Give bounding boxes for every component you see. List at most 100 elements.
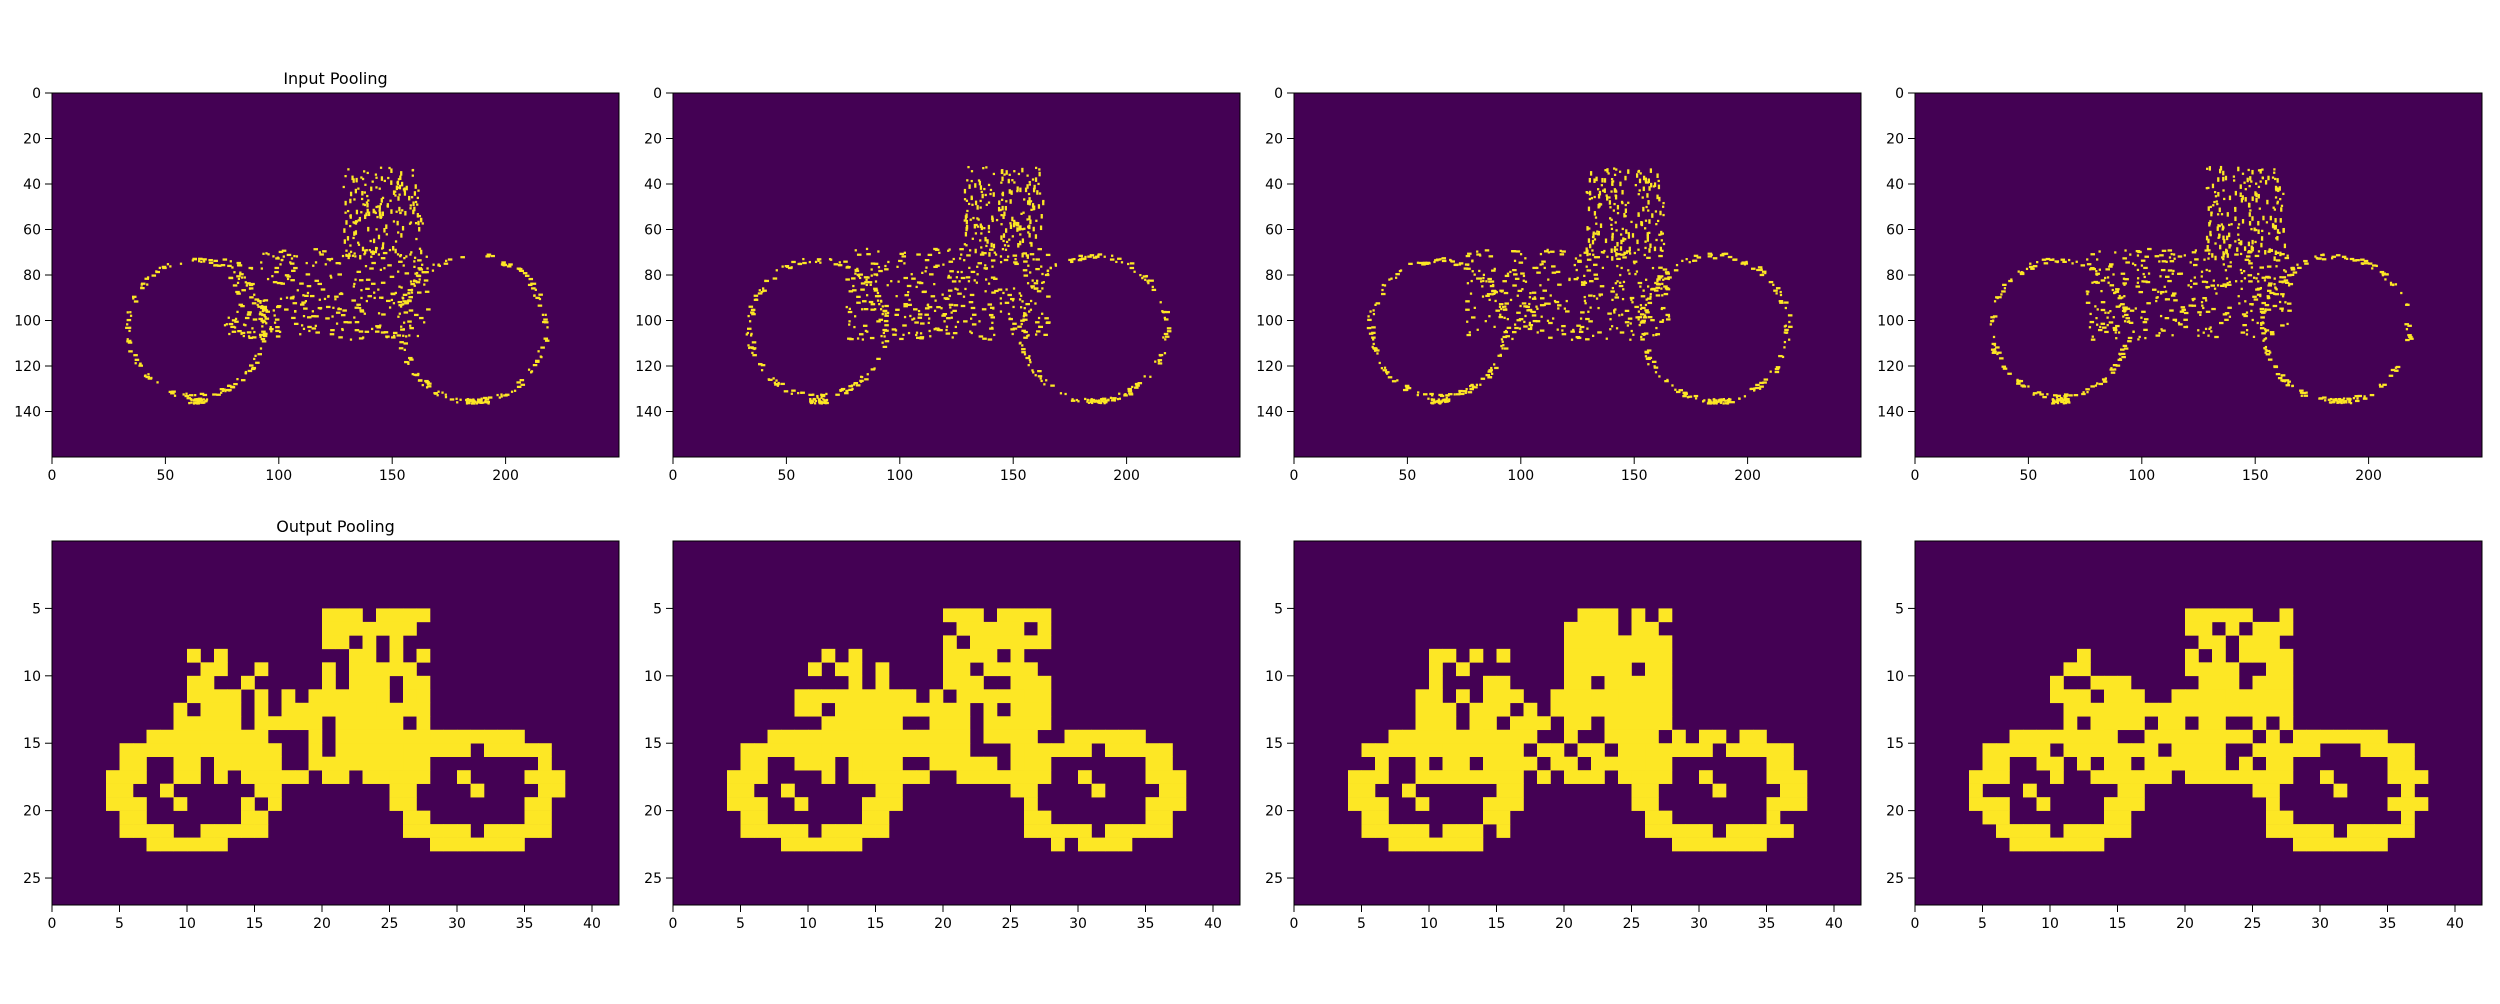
- y-tick-label: 5: [1274, 601, 1283, 617]
- heatmap-cell: [1588, 227, 1590, 229]
- heatmap-cell: [1470, 770, 1484, 784]
- heatmap-cell: [511, 838, 525, 852]
- heatmap-cell: [354, 252, 356, 254]
- heatmap-cell: [889, 757, 903, 771]
- heatmap-cell: [781, 784, 795, 798]
- heatmap-cell: [2098, 329, 2103, 331]
- heatmap-cell: [809, 401, 811, 403]
- heatmap-cell: [1620, 240, 1622, 245]
- heatmap-cell: [1472, 386, 1474, 388]
- heatmap-cell: [2210, 206, 2212, 208]
- heatmap-cell: [864, 308, 869, 310]
- heatmap-cell: [1026, 174, 1028, 176]
- heatmap-cell: [2101, 301, 2106, 303]
- x-tick-label: 15: [1488, 916, 1506, 932]
- heatmap-cell: [257, 353, 262, 355]
- y-tick-label: 100: [1877, 314, 1904, 330]
- heatmap-cell: [857, 337, 859, 339]
- heatmap-cell: [1583, 282, 1588, 284]
- heatmap-cell: [2404, 323, 2409, 325]
- heatmap-cell: [2007, 373, 2012, 375]
- heatmap-cell: [1467, 264, 1469, 266]
- heatmap-cell: [444, 824, 458, 838]
- heatmap-cell: [2251, 216, 2253, 221]
- heatmap-cell: [2275, 196, 2277, 198]
- heatmap-cell: [866, 284, 868, 286]
- heatmap-cell: [533, 294, 535, 296]
- heatmap-cell: [1009, 222, 1011, 224]
- heatmap-cell: [988, 252, 990, 257]
- heatmap-cell: [1483, 757, 1497, 771]
- y-tick-label: 40: [1886, 177, 1904, 193]
- heatmap-cell: [1497, 757, 1511, 771]
- heatmap-cell: [2099, 326, 2101, 328]
- heatmap-cell: [2179, 273, 2184, 275]
- heatmap-cell: [2266, 689, 2280, 703]
- heatmap-cell: [808, 689, 822, 703]
- heatmap-cell: [809, 398, 811, 400]
- heatmap-cell: [336, 743, 350, 757]
- heatmap-cell: [2226, 676, 2240, 690]
- heatmap-cell: [2361, 262, 2366, 264]
- heatmap-cell: [970, 689, 984, 703]
- heatmap-cell: [2248, 169, 2250, 171]
- heatmap-cell: [778, 382, 780, 384]
- heatmap-cell: [281, 282, 283, 284]
- heatmap-cell: [1588, 294, 1593, 296]
- heatmap-cell: [984, 703, 998, 717]
- heatmap-cell: [1564, 676, 1578, 690]
- heatmap-cell: [2286, 323, 2288, 325]
- heatmap-cell: [187, 689, 201, 703]
- heatmap-cell: [1024, 676, 1038, 690]
- heatmap-cell: [2110, 367, 2112, 369]
- heatmap-cell: [1619, 282, 1621, 284]
- heatmap-cell: [889, 797, 903, 811]
- heatmap-cell: [265, 318, 270, 320]
- x-tick-label: 0: [48, 916, 57, 932]
- heatmap-cell: [903, 770, 917, 784]
- heatmap-cell: [1020, 213, 1022, 215]
- heatmap-cell: [487, 254, 492, 256]
- heatmap-cell: [2269, 292, 2274, 294]
- heatmap-cell: [795, 703, 809, 717]
- heatmap-cell: [248, 370, 253, 372]
- heatmap-cell: [1005, 206, 1007, 211]
- heatmap-cell: [2342, 399, 2344, 401]
- heatmap-cell: [1159, 811, 1173, 825]
- heatmap-cell: [982, 167, 984, 169]
- heatmap-cell: [2199, 608, 2213, 622]
- heatmap-cell: [1024, 811, 1038, 825]
- heatmap-cell: [133, 824, 147, 838]
- heatmap-cell: [353, 316, 355, 318]
- y-tick-label: 20: [1265, 132, 1283, 148]
- heatmap-cell: [2406, 303, 2408, 305]
- heatmap-cell: [878, 303, 880, 305]
- heatmap-cell: [1117, 258, 1122, 260]
- heatmap-cell: [1631, 301, 1633, 303]
- heatmap-cell: [2094, 305, 2096, 307]
- heatmap-cell: [1611, 299, 1613, 301]
- heatmap-cell: [1392, 380, 1397, 382]
- heatmap-cell: [336, 312, 341, 314]
- heatmap-cell: [1536, 308, 1538, 310]
- heatmap-cell: [1522, 302, 1527, 304]
- heatmap-cell: [1615, 294, 1617, 296]
- heatmap-cell: [2206, 311, 2211, 313]
- heatmap-cell: [943, 608, 957, 622]
- heatmap-cell: [885, 340, 890, 342]
- heatmap-cell: [983, 267, 988, 269]
- heatmap-cell: [1606, 194, 1608, 196]
- heatmap-cell: [1529, 324, 1534, 326]
- heatmap-cell: [1740, 838, 1754, 852]
- heatmap-cell: [2086, 258, 2088, 260]
- x-tick-label: 20: [934, 916, 952, 932]
- heatmap-cell: [2207, 257, 2209, 259]
- heatmap-cell: [1149, 376, 1151, 378]
- heatmap-cell: [1713, 257, 1718, 259]
- heatmap-cell: [988, 303, 993, 305]
- heatmap-cell: [1597, 331, 1602, 333]
- heatmap-cell: [2110, 284, 2115, 286]
- heatmap-cell: [254, 298, 259, 300]
- heatmap-cell: [530, 371, 532, 373]
- heatmap-cell: [1499, 306, 1501, 308]
